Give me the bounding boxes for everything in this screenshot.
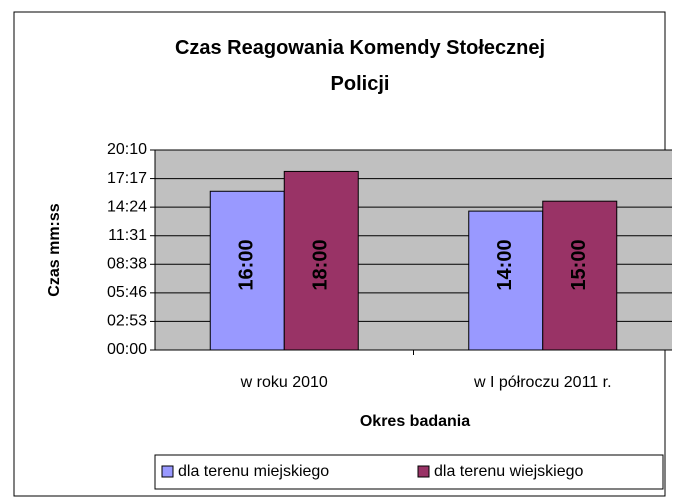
legend-swatch xyxy=(417,465,430,478)
y-tick-label: 00:00 xyxy=(107,341,147,358)
y-tick-label: 14:24 xyxy=(107,198,147,215)
x-axis-title: Okres badania xyxy=(360,413,470,430)
value-label: 14:00 xyxy=(494,239,516,290)
bar xyxy=(209,190,285,351)
legend-label: dla terenu wiejskiego xyxy=(434,463,584,480)
y-tick-label: 05:46 xyxy=(107,284,147,301)
y-tick-label: 17:17 xyxy=(107,170,147,187)
y-tick-label: 02:53 xyxy=(107,313,147,330)
legend-label: dla terenu miejskiego xyxy=(178,463,329,480)
y-tick-label: 20:10 xyxy=(107,141,147,158)
bar xyxy=(542,200,618,351)
value-label: 16:00 xyxy=(236,239,258,290)
y-tick-label: 08:38 xyxy=(107,256,147,273)
x-tick-label: w I półroczu 2011 r. xyxy=(473,374,612,391)
x-tick-label: w roku 2010 xyxy=(240,374,328,391)
bar xyxy=(283,170,359,351)
y-tick-label: 11:31 xyxy=(108,227,147,244)
value-label: 18:00 xyxy=(310,239,332,290)
legend-swatch xyxy=(161,465,174,478)
bar xyxy=(468,210,544,351)
legend-box xyxy=(154,454,664,490)
y-axis-title: Czas mm:ss xyxy=(46,203,63,296)
chart-title: Czas Reagowania Komendy Stołecznej Polic… xyxy=(174,37,546,95)
value-label: 15:00 xyxy=(568,239,590,290)
